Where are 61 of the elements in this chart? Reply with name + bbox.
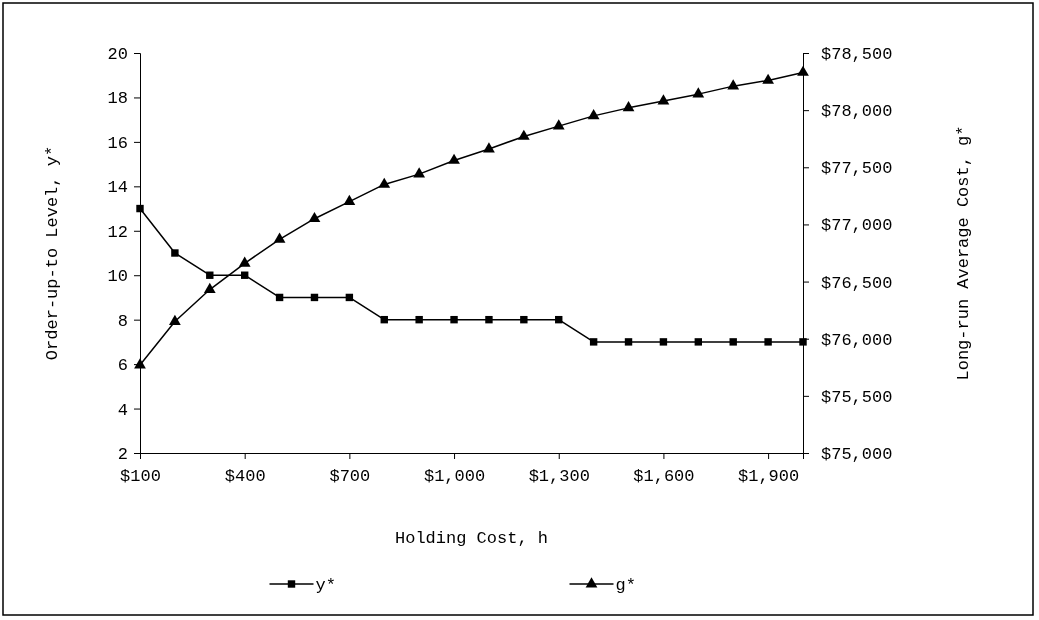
y2-tick-label: $76,500 <box>821 273 893 293</box>
point <box>764 338 772 346</box>
point <box>552 119 565 130</box>
x-tick-label: $700 <box>329 467 371 487</box>
point <box>343 194 356 205</box>
point <box>308 211 321 223</box>
y2-tick-label: $77,500 <box>821 159 893 179</box>
y2-tick-label: $75,000 <box>821 444 893 464</box>
point <box>762 73 774 84</box>
point <box>203 282 216 293</box>
x-tick-label: $1,300 <box>528 467 590 487</box>
point <box>659 338 668 346</box>
point <box>692 87 705 98</box>
point <box>520 315 528 324</box>
y-tick-label: 2 <box>117 444 128 464</box>
y-tick-label: 20 <box>107 44 128 64</box>
point <box>485 315 493 324</box>
y-tick-label: 4 <box>117 400 128 420</box>
y-tick-label: 14 <box>107 178 128 198</box>
y-axis-title: Order-up-to Level, y* <box>43 145 62 361</box>
point <box>657 94 670 105</box>
point <box>136 204 144 213</box>
x-tick-label: $1,600 <box>633 467 695 487</box>
x-tick-label: $400 <box>224 467 266 487</box>
point <box>483 142 495 153</box>
y-tick-label: 10 <box>107 267 128 287</box>
point <box>694 338 703 346</box>
legend-label: g* <box>615 576 636 595</box>
point <box>450 315 458 324</box>
point <box>622 101 635 112</box>
point <box>169 314 181 325</box>
point <box>448 153 460 164</box>
y-tick-label: 6 <box>117 356 128 376</box>
x-axis-title: Holding Cost, h <box>394 529 549 548</box>
y2-axis-title: Long-run Average Cost, g* <box>954 125 973 381</box>
point <box>587 109 600 120</box>
point <box>589 338 598 346</box>
point <box>171 249 179 257</box>
point <box>727 79 740 90</box>
point <box>797 65 809 76</box>
point <box>273 232 286 243</box>
point <box>413 167 426 178</box>
y2-tick-label: $75,500 <box>821 387 893 407</box>
y2-tick-label: $76,000 <box>821 330 893 350</box>
x-tick-label: $1,900 <box>738 467 800 487</box>
y-tick-label: 16 <box>107 133 128 153</box>
y-tick-label: 18 <box>107 89 128 109</box>
y-tick-label: 12 <box>107 222 128 242</box>
y2-tick-label: $78,000 <box>821 102 893 122</box>
point <box>624 338 633 346</box>
point <box>378 177 391 188</box>
legend-label: y* <box>315 576 336 595</box>
point <box>729 338 737 346</box>
x-tick-label: $100 <box>120 467 161 487</box>
y2-tick-label: $77,000 <box>821 216 893 236</box>
point <box>415 315 423 324</box>
y-tick-label: 8 <box>117 311 128 331</box>
x-tick-label: $1,000 <box>423 467 486 487</box>
point <box>517 129 530 140</box>
point <box>238 256 251 267</box>
y2-tick-label: $78,500 <box>821 44 893 64</box>
